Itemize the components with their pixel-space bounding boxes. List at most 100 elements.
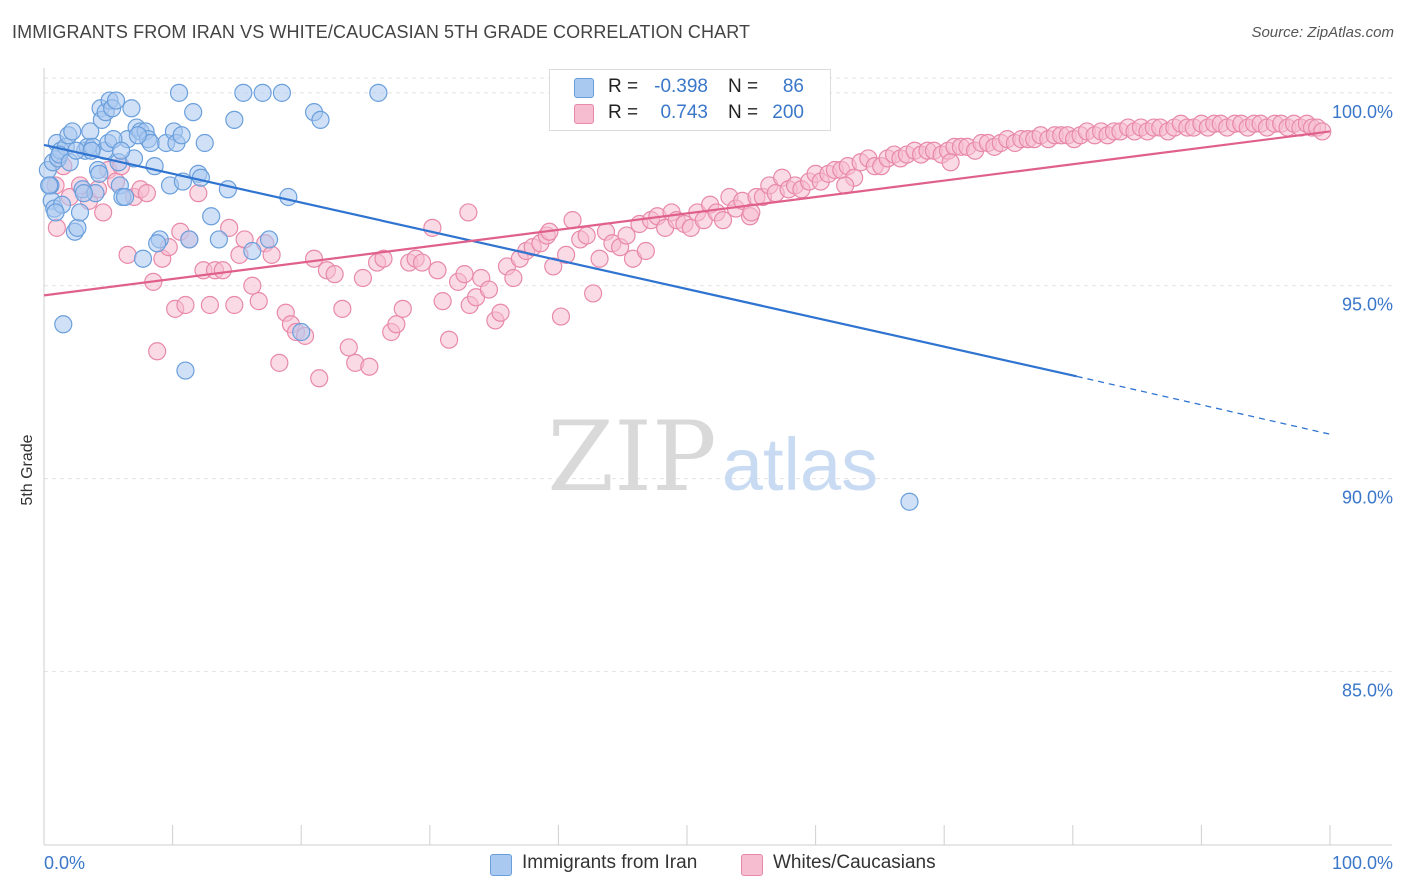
data-point-whites <box>636 241 655 261</box>
data-point-whites <box>310 369 329 388</box>
data-point-iran <box>54 315 73 334</box>
data-point-whites <box>551 307 571 326</box>
data-point-iran <box>133 249 153 268</box>
data-point-iran <box>180 230 199 249</box>
data-point-whites <box>339 338 358 357</box>
data-point-whites <box>455 265 474 284</box>
data-point-whites <box>412 253 432 272</box>
data-point-whites <box>225 295 244 315</box>
trend-lines <box>43 130 1331 435</box>
stats-row-iran: R = -0.398 N = 86 <box>550 74 830 100</box>
data-point-whites <box>941 153 960 172</box>
data-point-whites <box>270 353 289 372</box>
stats-r-value: 0.743 <box>660 102 708 123</box>
data-point-whites <box>304 249 324 268</box>
data-point-iran <box>184 103 203 122</box>
data-point-iran <box>279 187 298 207</box>
x-tick-label: 100.0% <box>1332 853 1393 873</box>
data-point-iran <box>63 122 82 141</box>
data-point-whites <box>428 261 447 280</box>
data-point-iran <box>234 83 253 102</box>
data-point-whites <box>189 184 208 203</box>
stats-box: R = -0.398 N = 86 R = 0.743 N = 200 <box>549 69 831 131</box>
y-tick-label: 85.0% <box>1342 680 1393 700</box>
stats-r-value: -0.398 <box>654 76 708 97</box>
data-point-iran <box>253 83 272 102</box>
data-point-iran <box>172 126 191 145</box>
stats-n-value: 200 <box>772 102 804 123</box>
data-point-iran <box>209 230 228 249</box>
data-point-whites <box>353 268 373 288</box>
data-point-whites <box>325 265 344 284</box>
data-point-whites <box>137 184 156 203</box>
data-point-whites <box>491 303 510 322</box>
y-tick-label: 90.0% <box>1342 488 1393 508</box>
stats-r-label: R = <box>608 102 639 123</box>
watermark-atlas: atlas <box>722 423 878 506</box>
trend-line-whites <box>43 130 1331 297</box>
data-point-whites <box>249 292 268 311</box>
data-point-iran <box>40 176 59 195</box>
tick-labels: 85.0% 90.0% 95.0% 100.0% 0.0% 100.0% <box>44 102 1393 873</box>
y-tick-label: 95.0% <box>1342 295 1393 315</box>
data-point-whites <box>393 299 412 318</box>
data-point-iran <box>74 184 93 203</box>
legend-swatch-whites <box>741 854 763 876</box>
data-point-whites <box>433 292 452 311</box>
data-point-whites <box>374 249 393 268</box>
data-point-whites <box>544 257 563 276</box>
legend-swatch-iran <box>490 854 512 876</box>
data-point-whites <box>617 226 636 245</box>
data-point-whites <box>479 280 499 299</box>
source-label[interactable]: Source: ZipAtlas.com <box>1251 24 1394 41</box>
data-point-whites <box>94 203 113 222</box>
data-point-iran <box>259 230 279 249</box>
stats-n-value: 86 <box>782 76 804 97</box>
data-point-whites <box>557 245 576 264</box>
data-point-iran <box>70 203 90 222</box>
data-point-whites <box>563 211 582 230</box>
data-point-whites <box>243 276 262 295</box>
data-point-whites <box>220 218 239 237</box>
stats-n-label: N = <box>728 76 759 97</box>
data-point-iran <box>225 110 244 129</box>
x-tick-label: 0.0% <box>44 853 85 873</box>
series-immigrants-from-iran <box>38 83 919 511</box>
data-point-whites <box>213 261 232 280</box>
data-point-iran <box>169 83 189 102</box>
data-point-iran <box>243 241 262 261</box>
data-point-whites <box>742 203 761 222</box>
data-point-whites <box>439 330 459 349</box>
data-point-iran <box>900 492 919 511</box>
data-point-whites <box>333 299 352 318</box>
data-point-iran <box>112 141 131 160</box>
data-point-iran <box>202 207 221 226</box>
axes <box>43 68 1392 846</box>
stats-n-label: N = <box>728 102 759 123</box>
data-point-iran <box>195 133 214 153</box>
data-point-iran <box>68 218 87 237</box>
data-point-iran <box>46 203 65 222</box>
data-point-iran <box>311 110 330 129</box>
data-point-whites <box>47 218 66 237</box>
legend-label-whites: Whites/Caucasians <box>773 852 936 873</box>
data-point-whites <box>387 315 406 334</box>
data-point-whites <box>713 211 733 230</box>
data-point-iran <box>90 164 109 183</box>
series-whites-caucasians <box>46 114 1332 388</box>
data-point-iran <box>292 322 311 342</box>
data-point-whites <box>590 249 609 268</box>
stats-r-label: R = <box>608 76 639 97</box>
stats-swatch-whites <box>574 104 594 124</box>
chart-title: IMMIGRANTS FROM IRAN VS WHITE/CAUCASIAN … <box>12 22 751 42</box>
gridlines <box>44 77 1392 672</box>
data-point-whites <box>200 295 219 315</box>
y-tick-label: 100.0% <box>1332 102 1393 122</box>
data-point-whites <box>584 284 603 303</box>
trend-line-iran <box>43 143 1077 378</box>
data-point-whites <box>459 203 478 222</box>
data-point-whites <box>118 245 137 264</box>
watermark-zip: ZIP <box>547 401 716 513</box>
watermark: ZIP atlas <box>547 401 878 513</box>
legend-label-iran: Immigrants from Iran <box>522 852 698 873</box>
